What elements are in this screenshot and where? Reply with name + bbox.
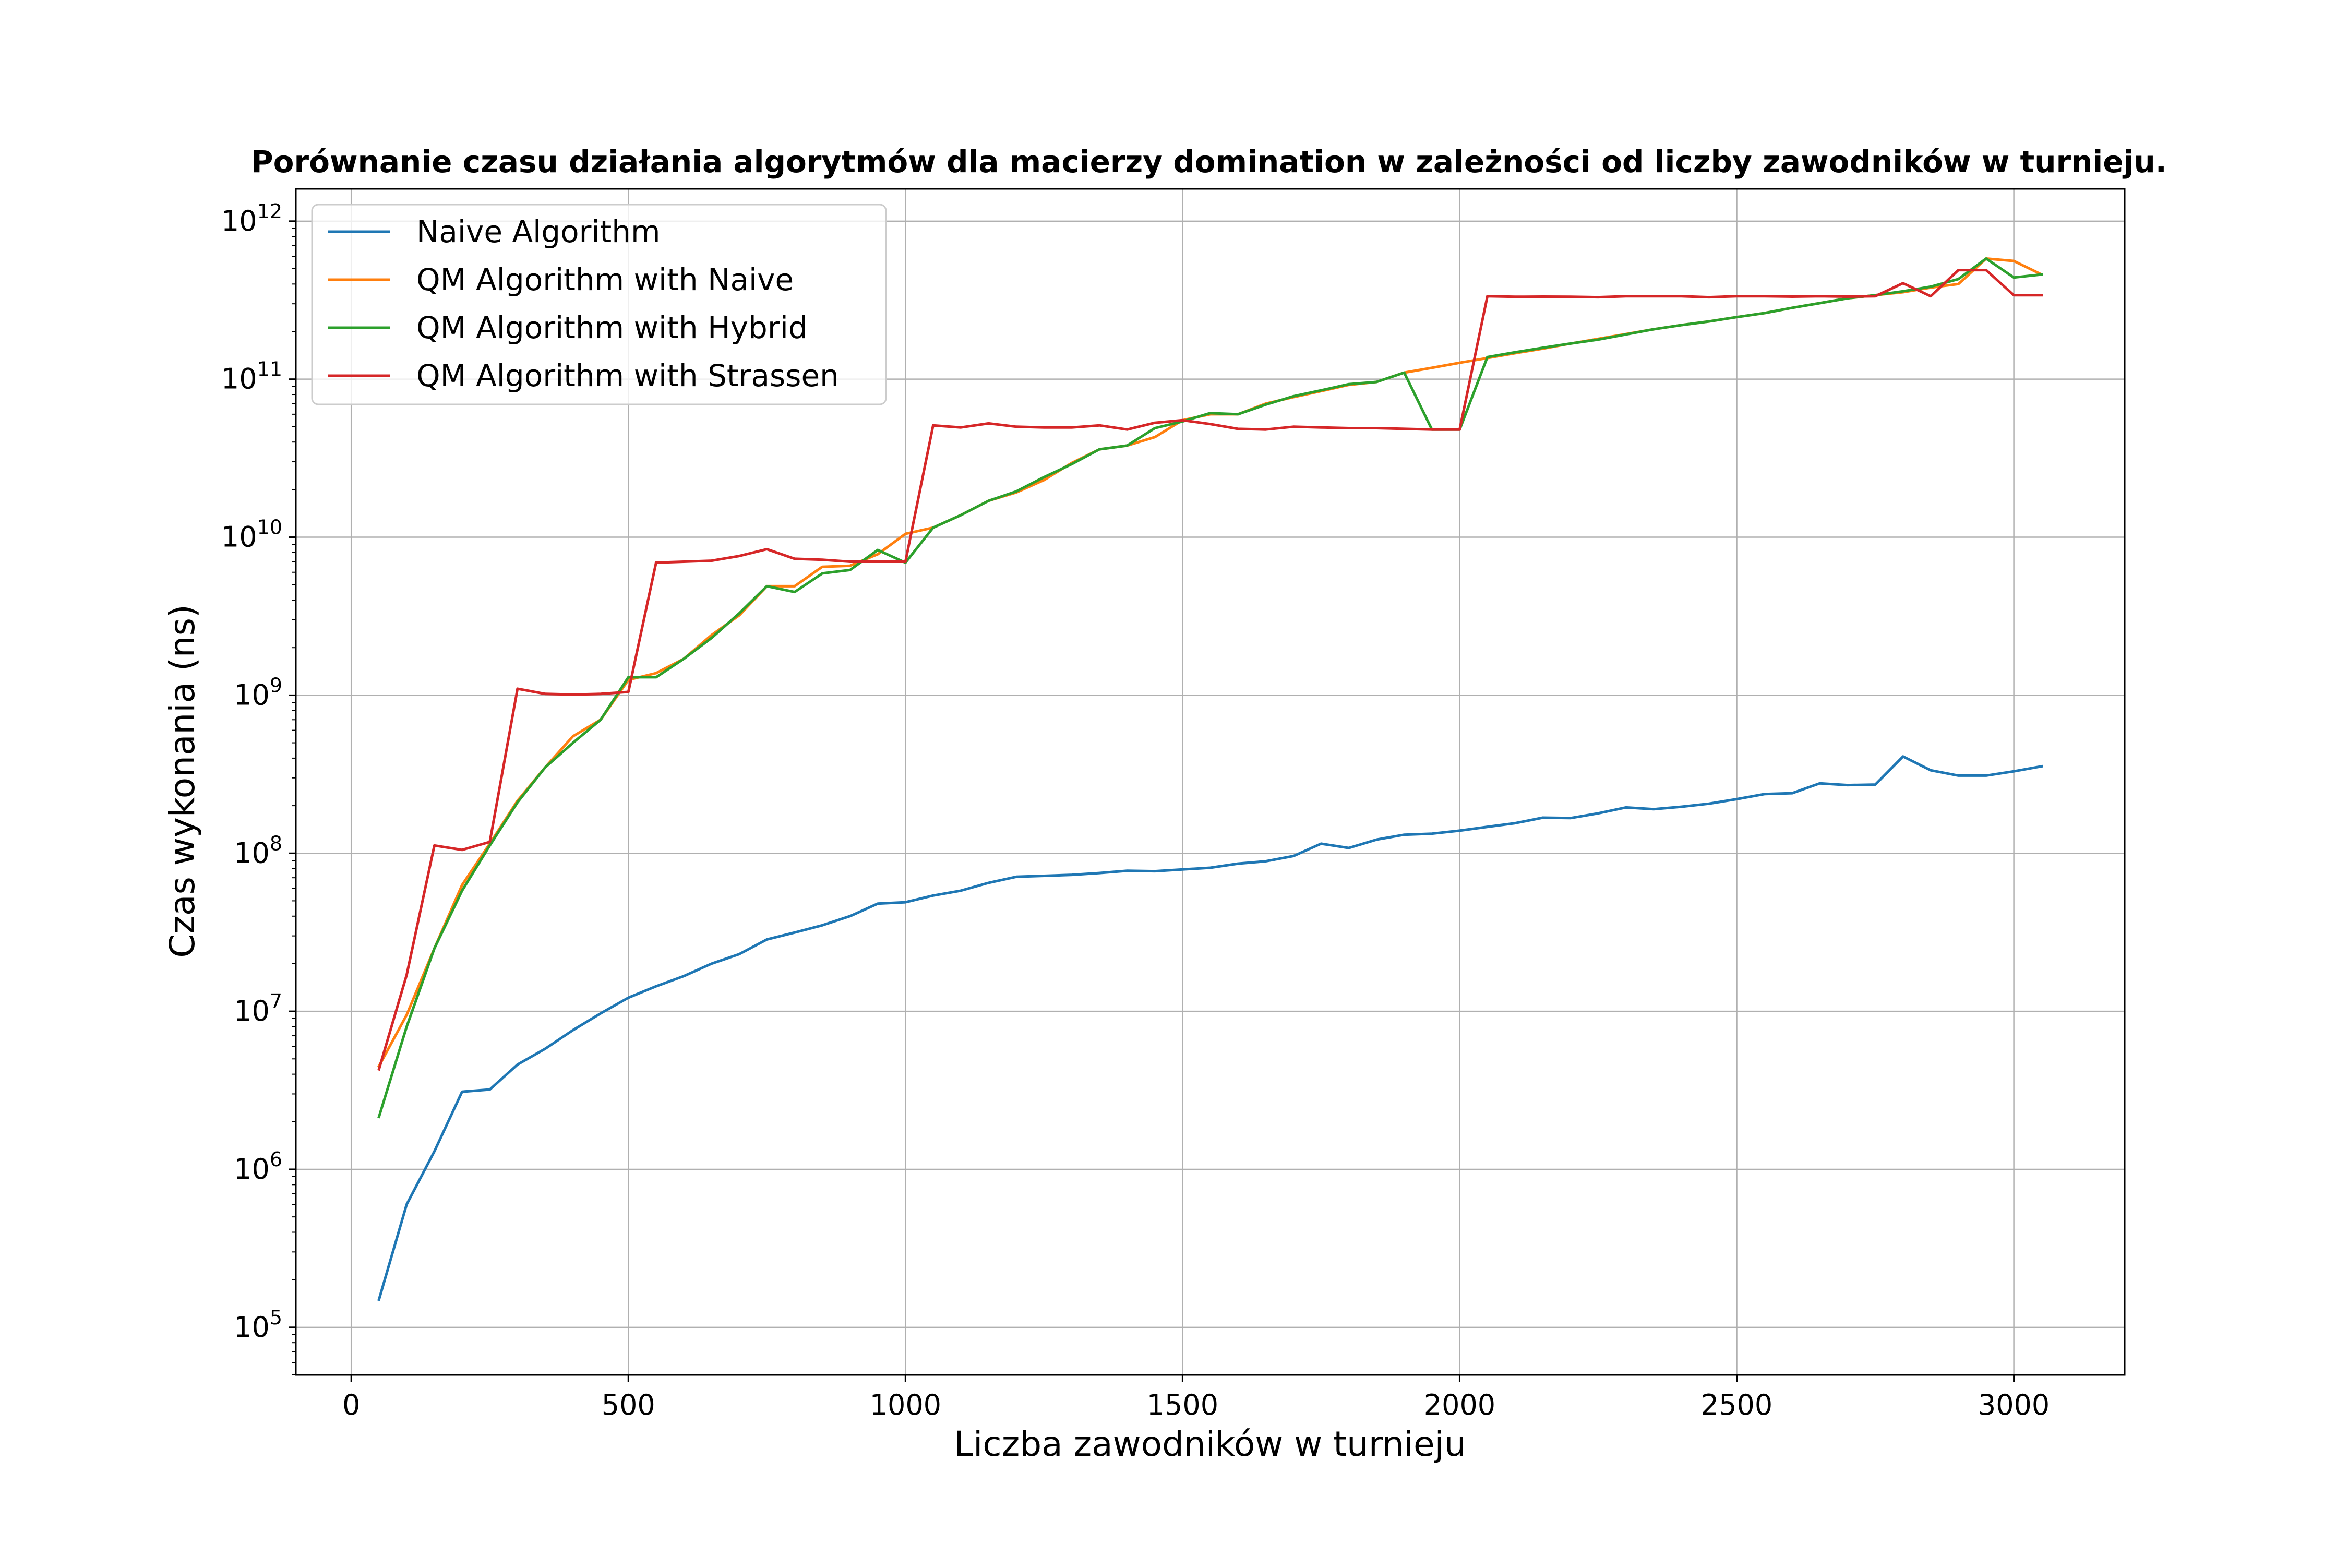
y-tick-label: 105 <box>234 1306 282 1344</box>
legend-box <box>311 204 887 405</box>
x-axis-label: Liczba zawodników w turnieju <box>954 1424 1466 1464</box>
legend-label: QM Algorithm with Naive <box>416 262 794 297</box>
legend-label: QM Algorithm with Strassen <box>416 358 839 393</box>
x-tick-label: 2500 <box>1701 1389 1772 1421</box>
x-axis-ticks: 0 500 1000 1500 2000 2500 3000 <box>342 1375 2050 1421</box>
legend: Naive Algorithm QM Algorithm with Naive QM… <box>311 204 887 405</box>
grid <box>296 189 2125 1375</box>
series-line-3 <box>377 257 2043 1119</box>
series-line-4 <box>377 269 2043 1071</box>
series-lines <box>377 257 2044 1301</box>
series-line-1 <box>377 755 2043 1301</box>
x-tick-label: 2000 <box>1424 1389 1495 1421</box>
chart-title: Porównanie czasu działania algorytmów dl… <box>251 144 2167 179</box>
y-tick-label: 1010 <box>221 516 282 554</box>
legend-label: Naive Algorithm <box>416 214 661 249</box>
y-axis-label: Czas wykonania (ns) <box>162 604 202 957</box>
x-tick-label: 1500 <box>1147 1389 1218 1421</box>
x-tick-label: 3000 <box>1978 1389 2050 1421</box>
plot-frame <box>295 188 2126 1376</box>
y-tick-label: 108 <box>234 832 282 869</box>
x-tick-label: 1000 <box>870 1389 941 1421</box>
x-tick-label: 0 <box>342 1389 360 1421</box>
y-tick-label: 109 <box>234 674 282 711</box>
legend-label: QM Algorithm with Hybrid <box>416 310 808 345</box>
y-tick-label: 107 <box>234 990 282 1027</box>
y-tick-label: 1012 <box>221 200 282 237</box>
y-tick-label: 106 <box>234 1148 282 1186</box>
y-axis-ticks: 105 106 107 108 109 1010 1011 1012 <box>221 200 296 1375</box>
y-tick-label: 1011 <box>221 358 282 396</box>
x-tick-label: 500 <box>602 1389 655 1421</box>
